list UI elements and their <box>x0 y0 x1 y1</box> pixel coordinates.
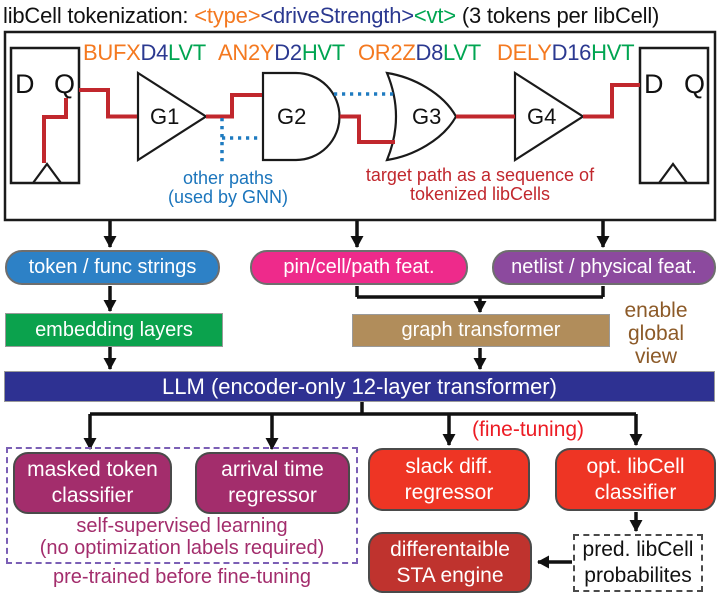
other-paths-note: other paths (used by GNN) <box>138 169 318 207</box>
masked-token-line1: masked token <box>27 458 158 481</box>
figure-title: libCell tokenization: <type><driveStreng… <box>3 3 659 29</box>
target-path-wire <box>42 83 640 163</box>
token-drive: D16 <box>551 40 592 65</box>
target-path-note: target path as a sequence of tokenized l… <box>330 166 630 204</box>
opt-libcell-line1: opt. libCell <box>586 454 685 478</box>
masked-token-classifier-box: masked token classifier <box>13 452 172 514</box>
self-supervised-group-box <box>6 447 358 564</box>
pred-probs-line2: probabilites <box>584 564 692 587</box>
sta-engine-line2: STA engine <box>396 563 504 587</box>
gate-label-g1: G1 <box>150 104 180 129</box>
gate-label-g2: G2 <box>277 104 307 129</box>
self-supervised-caption: self-supervised learning (no optimizatio… <box>6 515 358 559</box>
slack-diff-line1: slack diff. <box>405 454 493 478</box>
other-paths-line1: other paths <box>182 168 274 188</box>
token-type: AN2Y <box>218 40 275 65</box>
and-gate-g2 <box>261 71 341 162</box>
ff-left-d-label: D <box>15 69 35 99</box>
gate-label-g4: G4 <box>527 104 557 129</box>
other-paths-line2: (used by GNN) <box>167 187 289 207</box>
title-suffix: (3 tokens per libCell) <box>455 3 660 28</box>
self-supervised-line1: self-supervised learning <box>76 515 288 537</box>
title-vt-token: <vt> <box>413 3 456 28</box>
token-vt: LVT <box>443 40 481 65</box>
sta-engine-line1: differentaible <box>390 537 510 561</box>
self-supervised-line2: (no optimization labels required) <box>39 536 325 559</box>
global-line: global <box>627 322 685 345</box>
differentiable-sta-engine-box: differentaible STA engine <box>368 532 532 593</box>
arrival-time-regressor-box: arrival time regressor <box>195 452 350 514</box>
token-label-3: OR2ZD8LVT <box>358 40 481 66</box>
token-label-2: AN2YD2HVT <box>218 40 345 66</box>
pred-libcell-probabilities-box: pred. libCell probabilites <box>573 534 703 592</box>
graph-transformer-box: graph transformer <box>352 314 610 347</box>
masked-token-line2: classifier <box>51 484 134 507</box>
gate-label-g3: G3 <box>412 104 442 129</box>
view-line: view <box>634 345 677 368</box>
llm-bar: LLM (encoder-only 12-layer transformer) <box>4 371 715 402</box>
token-type: DELY <box>497 40 552 65</box>
ff-right-d-label: D <box>644 69 664 99</box>
enable-global-view-note: enable global view <box>612 299 700 368</box>
enable-line: enable <box>624 299 688 322</box>
token-vt: HVT <box>591 40 635 65</box>
clock-triangle-left <box>32 162 62 184</box>
arrival-time-line1: arrival time <box>221 458 324 481</box>
title-drive-token: <driveStrength> <box>260 3 414 28</box>
arrival-time-line2: regressor <box>228 484 317 507</box>
token-type: OR2Z <box>358 40 416 65</box>
token-label-1: BUFXD4LVT <box>83 40 206 66</box>
embedding-layers-box: embedding layers <box>5 313 223 347</box>
target-path-line2: tokenized libCells <box>409 184 551 204</box>
or-gate-g3 <box>385 71 458 162</box>
pin-cell-path-feat-box: pin/cell/path feat. <box>250 250 468 285</box>
opt-libcell-classifier-box: opt. libCell classifier <box>555 448 716 511</box>
title-prefix: libCell tokenization: <box>3 3 195 28</box>
pretrained-caption: pre-trained before fine-tuning <box>53 566 311 588</box>
other-paths-wire <box>220 92 394 162</box>
token-drive: D2 <box>274 40 302 65</box>
fine-tuning-label: (fine-tuning) <box>472 418 585 441</box>
opt-libcell-line2: classifier <box>594 480 677 504</box>
token-vt: HVT <box>301 40 345 65</box>
flow-connectors <box>83 221 643 569</box>
token-vt: LVT <box>168 40 206 65</box>
pred-probs-line1: pred. libCell <box>582 538 694 561</box>
flipflop-right <box>638 46 710 185</box>
title-type-token: <type> <box>194 3 261 28</box>
netlist-physical-feat-box: netlist / physical feat. <box>492 250 716 285</box>
token-func-strings-box: token / func strings <box>5 250 220 285</box>
slack-diff-line2: regressor <box>404 480 494 504</box>
token-label-4: DELYD16HVT <box>497 40 635 66</box>
ff-right-q-label: Q <box>684 69 706 99</box>
token-drive: D4 <box>140 40 169 65</box>
ff-left-q-label: Q <box>54 69 76 99</box>
token-type: BUFX <box>83 40 141 65</box>
buffer-gate-g1 <box>136 70 209 163</box>
clock-triangle-right <box>658 162 688 184</box>
target-path-line1: target path as a sequence of <box>365 165 595 185</box>
circuit-box <box>3 30 717 222</box>
token-drive: D8 <box>415 40 444 65</box>
slack-diff-regressor-box: slack diff. regressor <box>368 448 530 511</box>
